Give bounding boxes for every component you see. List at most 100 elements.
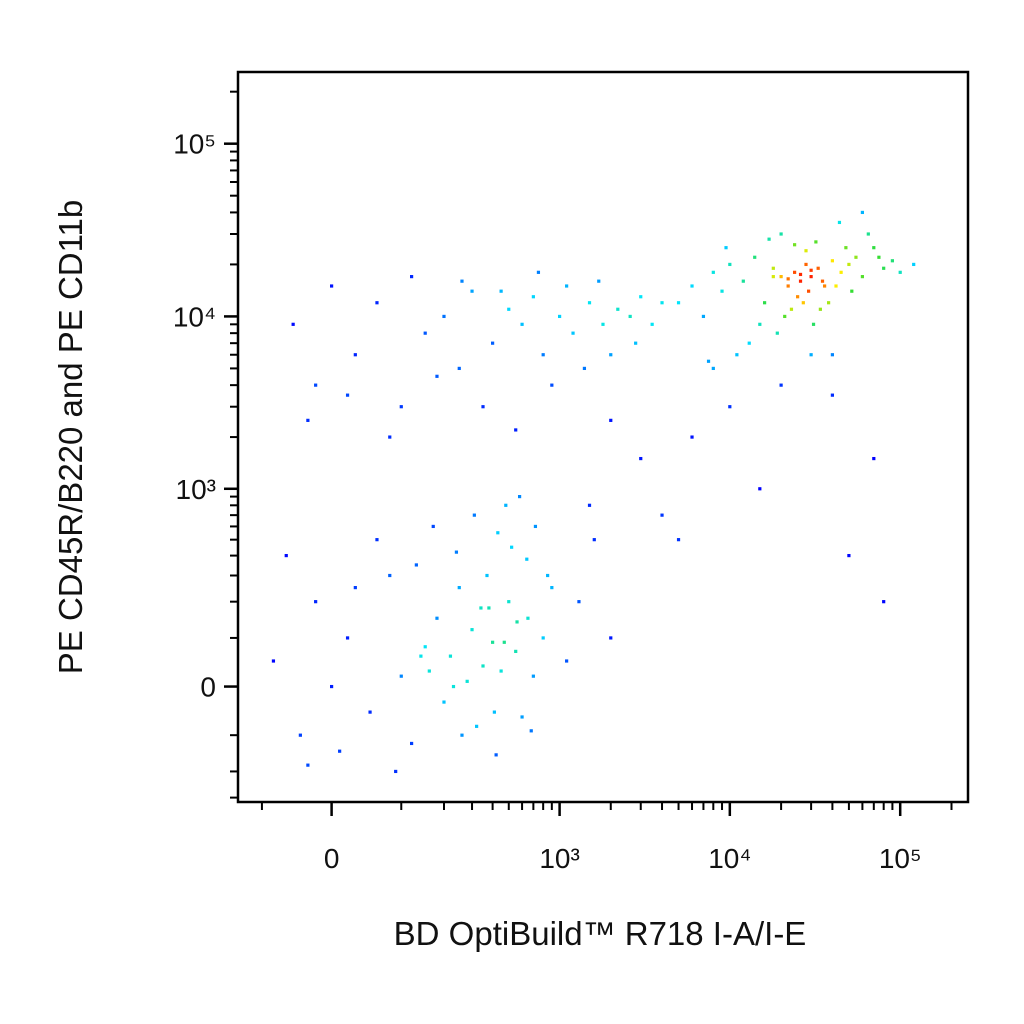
point [571,331,575,335]
point [628,314,632,319]
point [592,538,596,542]
point [492,710,496,714]
point [804,262,808,267]
point [515,620,519,624]
point [409,741,414,746]
point [419,654,423,658]
point [475,724,479,728]
point [650,322,654,326]
point [491,640,495,644]
point [454,550,459,554]
point [487,606,491,610]
point [565,284,569,288]
point [394,769,398,774]
point [375,301,379,305]
point [767,237,771,241]
point [882,600,886,604]
point [830,259,834,263]
y-tick-label: 10³ [176,474,216,505]
point [345,636,350,640]
point [587,301,592,305]
point [541,636,545,640]
point [306,418,310,422]
point [597,279,601,283]
point [609,636,613,640]
point [291,322,295,326]
point [660,513,664,517]
point [345,393,350,397]
point [854,255,858,259]
point [877,255,881,259]
point [690,284,694,288]
point [284,553,288,558]
y-axis-label: PE CD45R/B220 and PE CD11b [52,200,89,675]
point [779,232,783,236]
point [472,513,476,517]
point [779,383,783,387]
point [860,275,865,279]
point [834,284,838,288]
point [701,314,706,319]
point [496,531,500,535]
point [338,749,342,753]
point [460,733,464,737]
point [510,545,514,549]
point [860,210,865,215]
point [690,435,694,439]
point [533,524,538,529]
point [388,573,392,578]
point [448,654,453,658]
point [499,289,503,293]
point [793,243,797,247]
point [314,383,318,387]
point [520,322,524,326]
point [747,341,751,345]
point [735,353,739,357]
point [457,366,461,371]
point [531,674,535,678]
point [850,289,854,293]
point [457,586,461,590]
point [866,232,870,236]
point [898,270,902,274]
point [388,435,392,439]
point [830,393,834,397]
point [368,710,372,714]
point [783,314,787,319]
point [639,295,643,299]
point [525,557,529,561]
point [557,314,562,319]
point [353,586,357,590]
point [807,289,811,293]
point [844,246,848,250]
point [353,353,357,357]
point [847,262,851,267]
point [711,270,715,274]
point [298,733,302,737]
point [796,295,800,299]
point [479,606,483,610]
point [451,684,456,689]
point [423,645,427,649]
point [536,270,541,274]
point [514,649,518,653]
point [601,322,605,326]
point [609,418,613,422]
point [818,307,822,311]
point [798,272,803,277]
y-tick-label: 0 [200,672,216,703]
point [786,284,790,288]
point [771,266,775,270]
point [465,679,469,683]
point [724,246,728,250]
point [431,524,435,529]
point [711,366,715,371]
point [798,279,803,283]
point [491,341,495,345]
point [809,353,813,357]
point [330,284,334,288]
point [485,573,489,578]
point [514,428,518,432]
point [550,383,554,387]
